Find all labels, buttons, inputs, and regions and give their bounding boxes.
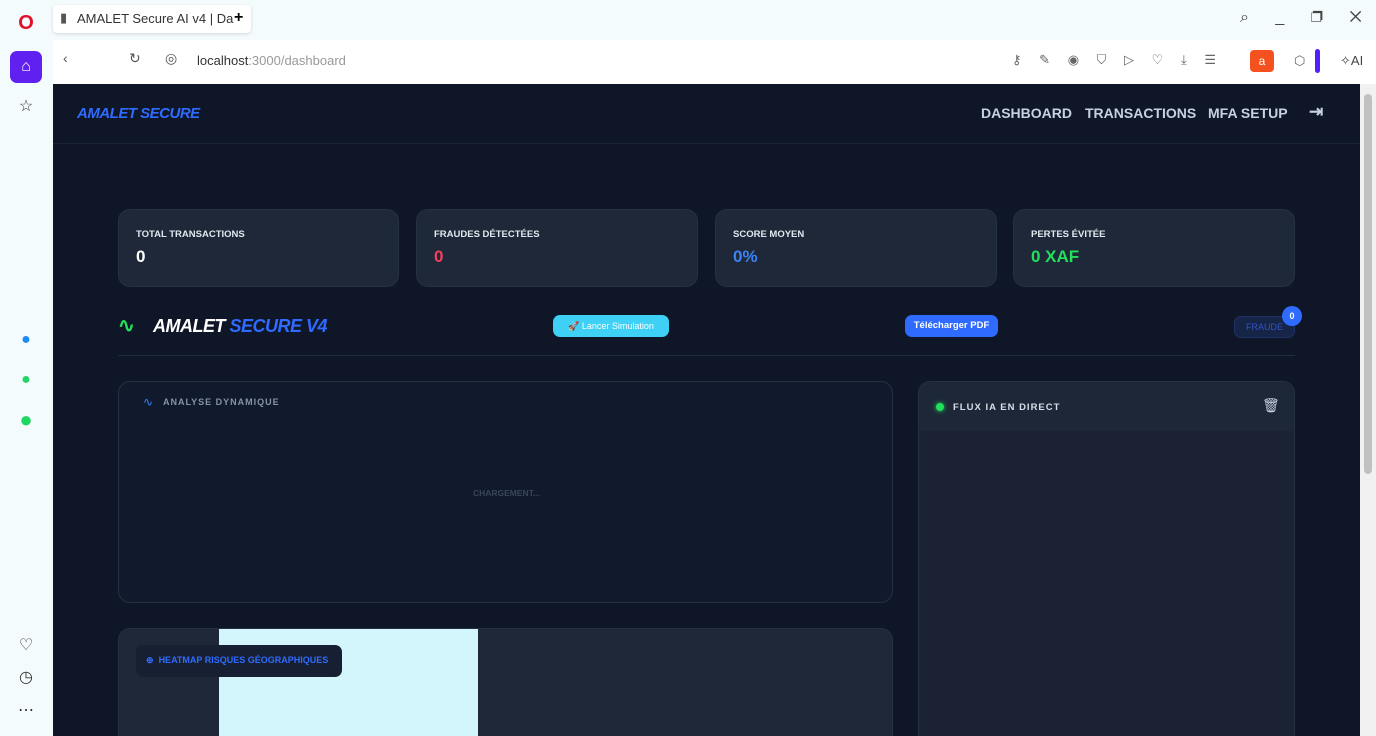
shield-icon[interactable]: ⛉ [1096,52,1107,67]
star-icon[interactable]: ☆ [18,98,34,115]
minimize-icon[interactable]: _ [1275,9,1285,26]
stat-card-total: TOTAL TRANSACTIONS 0 [118,209,399,287]
stat-card-losses: PERTES ÉVITÉE 0 XAF [1013,209,1295,287]
stat-value: 0% [733,247,758,266]
logout-icon[interactable]: ⇥ [1309,102,1324,121]
navbar: AMALET SECURE DASHBOARD TRANSACTIONS MFA… [53,84,1360,144]
brand-logo[interactable]: AMALET SECURE [77,105,200,122]
browser-sidebar: O ⌂ ☆ ● ● ● ♡ ◷ ⋯ [0,0,53,736]
analysis-panel: ∿ ANALYSE DYNAMIQUE CHARGEMENT... [118,381,893,603]
browser-toolbar: ⚷ ✎ ◉ ⛉ ▷ ♡ ⤓ ☰ [1012,52,1216,68]
extension-badge[interactable]: a [1250,50,1274,72]
heatmap-label: ⊕ HEATMAP RISQUES GÉOGRAPHIQUES [136,645,342,677]
feed-header [919,382,1294,431]
stat-value: 0 XAF [1031,247,1080,266]
stat-card-frauds: FRAUDES DÉTECTÉES 0 [416,209,698,287]
spotify-icon[interactable]: ● [19,407,33,432]
loading-text: CHARGEMENT... [472,488,541,498]
nav-dashboard[interactable]: DASHBOARD [981,105,1072,121]
divider [118,355,1295,356]
history-icon[interactable]: ◷ [19,669,33,686]
live-feed-panel: FLUX IA EN DIRECT 🗑 [918,381,1295,736]
stat-label: PERTES ÉVITÉE [1031,229,1106,240]
fraud-count-badge: 0 [1282,306,1302,326]
settings-icon[interactable]: ☰ [1204,52,1216,67]
back-icon[interactable]: ‹ [63,50,68,66]
tab-title: AMALET Secure AI v4 | Da [77,11,234,26]
stat-value: 0 [136,247,146,266]
messenger-icon[interactable]: ● [21,331,31,348]
new-tab-button[interactable]: + [234,9,244,26]
opera-logo-icon[interactable]: O [18,11,34,34]
reload-icon[interactable]: ↻ [129,50,141,66]
analysis-title: ANALYSE DYNAMIQUE [163,397,280,407]
stat-label: SCORE MOYEN [733,229,805,240]
window-controls[interactable]: ⌕ _ ❐ ✕ [1240,9,1362,27]
trash-icon[interactable]: 🗑 [1262,397,1280,413]
whatsapp-icon[interactable]: ● [21,371,31,388]
download-pdf-button[interactable]: Télécharger PDF [905,315,998,337]
sidebar-indicator [1315,49,1320,73]
search-icon[interactable]: ⌕ [1240,9,1249,26]
scrollbar[interactable] [1360,84,1376,736]
launch-simulation-button[interactable]: 🚀 Lancer Simulation [553,315,669,337]
home-icon[interactable]: ⌂ [10,51,42,83]
page-icon: ▮ [60,10,68,25]
heart-icon[interactable]: ♡ [18,637,34,654]
more-icon[interactable]: ⋯ [18,702,34,719]
send-icon[interactable]: ▷ [1124,52,1135,67]
activity-icon: ∿ [143,395,154,409]
key-icon[interactable]: ⚷ [1012,52,1022,67]
close-icon[interactable]: ✕ [1349,9,1362,26]
heatmap-panel: ⊕ HEATMAP RISQUES GÉOGRAPHIQUES [118,628,893,736]
nav-transactions[interactable]: TRANSACTIONS [1085,105,1197,121]
rocket-icon: 🚀 [568,321,580,331]
app: AMALET SECURE DASHBOARD TRANSACTIONS MFA… [53,84,1360,736]
section-brand: AMALET SECURE V4 [153,316,328,336]
stat-card-score: SCORE MOYEN 0% [715,209,997,287]
address-bar: ‹ ↻ ◎ localhost:3000/dashboard [53,40,1376,84]
stat-value: 0 [434,247,444,266]
browser-tab[interactable]: ▮ AMALET Secure AI v4 | Da [53,5,251,33]
camera-icon[interactable]: ◉ [1067,52,1080,67]
feed-title: FLUX IA EN DIRECT [953,402,1061,413]
ai-button[interactable]: ✧AI [1340,53,1364,68]
stat-label: TOTAL TRANSACTIONS [136,229,245,240]
restore-icon[interactable]: ❐ [1310,9,1323,26]
globe-icon: ⊕ [146,655,154,665]
fraud-filter-button[interactable]: FRAUDE [1234,316,1295,338]
nav-mfa-setup[interactable]: MFA SETUP [1208,105,1288,121]
pulse-icon: ∿ [118,315,135,337]
heart-icon[interactable]: ♡ [1151,52,1164,67]
download-icon[interactable]: ⤓ [1180,52,1187,67]
url-field[interactable]: localhost:3000/dashboard [197,53,346,68]
cube-icon[interactable]: ⬡ [1294,53,1306,68]
edit-icon[interactable]: ✎ [1039,52,1051,67]
live-indicator [936,403,944,411]
globe-icon: ◎ [165,50,178,66]
stat-label: FRAUDES DÉTECTÉES [434,229,540,240]
